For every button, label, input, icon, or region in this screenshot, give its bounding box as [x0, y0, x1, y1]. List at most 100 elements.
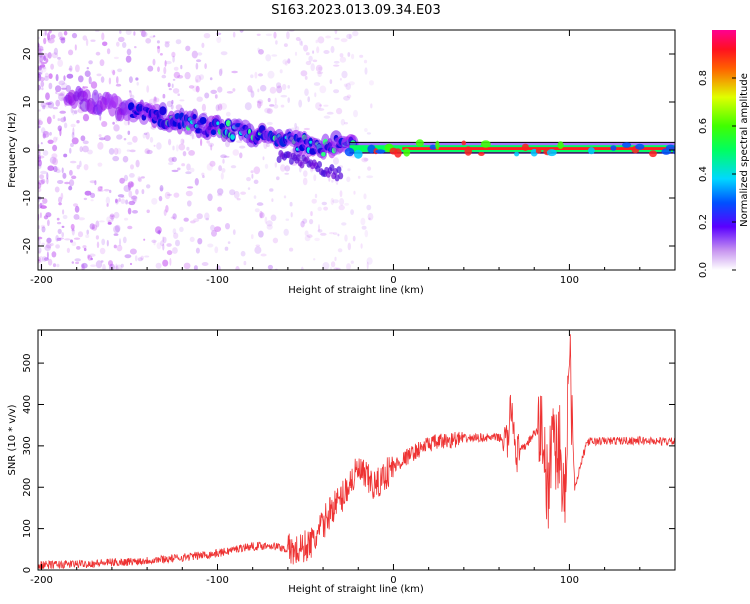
spectrogram-noise-blob — [366, 257, 373, 265]
spectrogram-noise-blob — [62, 209, 65, 215]
spectrogram-noise-blob — [317, 229, 323, 233]
spectrogram-noise-blob — [128, 90, 132, 93]
spectrogram-noise-blob — [56, 263, 60, 268]
spectrogram-noise-blob — [364, 128, 368, 132]
spectrogram-noise-blob — [144, 148, 150, 155]
spectrogram-noise-blob — [295, 37, 301, 41]
spectrogram-noise-blob — [333, 89, 340, 94]
spectrogram-noise-blob — [286, 31, 290, 40]
spectrogram-noise-blob — [72, 109, 79, 113]
spectrogram-noise-blob — [106, 203, 109, 207]
spectrogram-noise-blob — [216, 36, 222, 44]
spectrogram-x-axis-label: Height of straight line (km) — [288, 285, 424, 296]
spectrogram-noise-blob — [38, 187, 42, 193]
spectrogram-noise-blob — [299, 38, 302, 46]
spectrogram-noise-blob — [71, 229, 75, 232]
spectrogram-noise-blob — [84, 70, 91, 77]
spectrogram-noise-blob — [83, 164, 89, 171]
spectrogram-noise-blob — [47, 219, 50, 227]
spectrogram-noise-blob — [204, 63, 207, 70]
spectrogram-noise-blob — [165, 60, 172, 65]
spectrogram-noise-blob — [361, 157, 368, 163]
spectrogram-noise-blob — [154, 96, 157, 102]
spectrogram-noise-blob — [303, 170, 308, 178]
spectrogram-noise-blob — [82, 140, 89, 145]
spectrogram-noise-blob — [360, 243, 363, 249]
spectrogram-noise-blob — [65, 85, 72, 92]
spectrogram-noise-blob — [55, 74, 59, 82]
spectrogram-noise-blob — [157, 66, 160, 72]
spectrogram-noise-blob — [256, 33, 261, 36]
spectrogram-noise-blob — [339, 190, 343, 198]
spectrogram-noise-blob — [47, 32, 51, 41]
spectrogram-band-blob — [429, 144, 437, 150]
spectrogram-noise-blob — [348, 34, 352, 40]
spectrogram-noise-blob — [326, 111, 334, 115]
spectrogram-noise-blob — [50, 243, 54, 246]
spectrogram-noise-blob — [120, 263, 124, 268]
spectrogram-noise-blob — [58, 93, 65, 102]
spectrogram-noise-blob — [172, 145, 175, 151]
spectrogram-noise-blob — [41, 226, 46, 233]
spectrogram-noise-blob — [38, 238, 41, 247]
spectrogram-noise-blob — [260, 253, 267, 257]
spectrogram-noise-blob — [97, 142, 104, 150]
spectrogram-noise-blob — [70, 123, 76, 128]
spectrogram-noise-blob — [341, 222, 347, 226]
spectrogram-noise-blob — [59, 110, 66, 114]
spectrogram-noise-blob — [75, 261, 80, 265]
spectrogram-noise-blob — [140, 255, 144, 261]
spectrogram-noise-blob — [290, 212, 293, 218]
spectrogram-noise-blob — [45, 238, 51, 244]
spectrogram-noise-blob — [47, 258, 53, 266]
spectrogram-noise-blob — [43, 257, 49, 261]
spectrogram-noise-blob — [69, 65, 73, 72]
spectrogram-noise-blob — [106, 216, 111, 223]
spectrogram-y-ticks: 20 10 0 -10 -20 — [22, 48, 675, 254]
spectrogram-noise-blob — [113, 124, 120, 132]
spectrogram-noise-blob — [128, 200, 136, 206]
spectrogram-noise-blob — [99, 114, 102, 121]
spectrogram-noise-blob — [143, 132, 148, 135]
spectrogram-noise-blob — [42, 256, 47, 262]
spectrogram-noise-blob — [244, 102, 252, 111]
spectrogram-noise-blob — [333, 232, 338, 235]
spectrogram-noise-blob — [55, 169, 61, 174]
spectrogram-noise-blob — [217, 86, 223, 93]
spectrogram-noise-blob — [211, 230, 217, 237]
spectrogram-noise-blob — [188, 150, 196, 156]
spectrogram-band-blob — [354, 149, 363, 159]
spectrogram-noise-blob — [208, 142, 215, 147]
spectrogram-noise-blob — [100, 76, 105, 83]
spectrogram-noise-blob — [250, 88, 253, 94]
spectrogram-noise-blob — [284, 60, 288, 66]
spectrogram-noise-blob — [334, 266, 338, 270]
spectrogram-noise-blob — [61, 82, 68, 90]
spectrogram-noise-blob — [298, 99, 303, 108]
spectrogram-noise-blob — [144, 255, 150, 258]
spectrogram-noise-blob — [71, 131, 75, 139]
spectrogram-noise-blob — [203, 33, 211, 39]
spectrogram-noise-blob — [90, 199, 94, 202]
spectrogram-noise-blob — [126, 149, 131, 152]
spectrogram-noise-blob — [76, 246, 81, 250]
spectrogram-noise-blob — [153, 96, 157, 104]
spectrogram-y-tick-label: -10 — [22, 190, 33, 206]
spectrogram-noise-blob — [49, 131, 52, 136]
spectrogram-noise-blob — [48, 73, 53, 79]
spectrogram-noise-blob — [303, 127, 311, 131]
spectrogram-noise-blob — [171, 83, 174, 89]
spectrogram-noise-blob — [52, 157, 58, 166]
spectrogram-noise-blob — [282, 83, 287, 91]
spectrogram-noise-blob — [218, 68, 223, 77]
spectrogram-noise-blob — [140, 31, 148, 38]
spectrogram-noise-blob — [317, 71, 322, 77]
spectrogram-branch-blob — [299, 161, 305, 169]
spectrogram-noise-blob — [204, 212, 210, 220]
snr-y-axis-label: SNR (10 * v/v) — [7, 404, 18, 475]
spectrogram-noise-blob — [63, 153, 68, 158]
spectrogram-noise-blob — [162, 236, 165, 242]
spectrogram-noise-blob — [311, 198, 317, 204]
spectrogram-noise-blob — [344, 122, 348, 125]
spectrogram-noise-blob — [161, 74, 167, 79]
